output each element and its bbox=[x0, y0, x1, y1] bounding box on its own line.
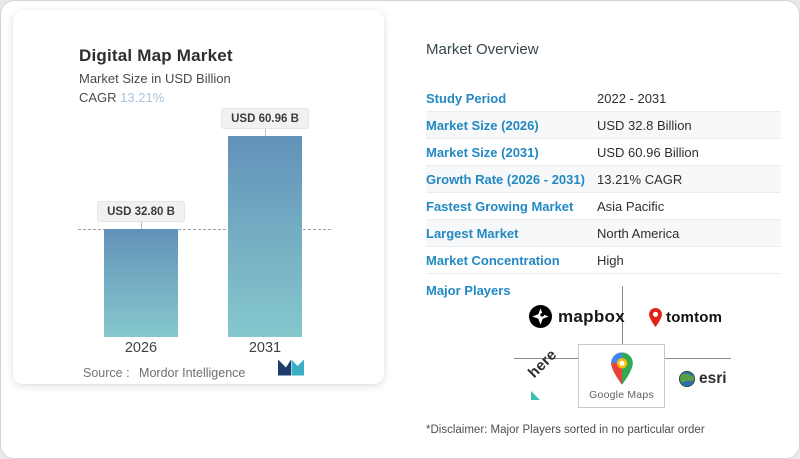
google-maps-label: Google Maps bbox=[589, 388, 654, 401]
row-value: USD 60.96 Billion bbox=[597, 144, 699, 160]
table-row: Study Period 2022 - 2031 bbox=[426, 85, 781, 112]
bar-2031 bbox=[228, 136, 302, 337]
here-wordmark: here bbox=[524, 346, 561, 382]
tomtom-pin-icon bbox=[649, 308, 662, 327]
market-chart-card: Digital Map Market Market Size in USD Bi… bbox=[13, 10, 384, 384]
google-maps-box: Google Maps bbox=[578, 344, 665, 408]
mapbox-logo: mapbox bbox=[529, 305, 625, 328]
mapbox-wordmark: mapbox bbox=[558, 306, 625, 326]
row-label: Largest Market bbox=[426, 225, 519, 241]
row-label: Fastest Growing Market bbox=[426, 198, 574, 214]
table-row: Market Size (2031) USD 60.96 Billion bbox=[426, 139, 781, 166]
cagr-label: CAGR bbox=[79, 90, 117, 105]
esri-logo: esri bbox=[679, 370, 727, 388]
bar-2026 bbox=[104, 229, 178, 337]
row-label: Market Size (2026) bbox=[426, 117, 539, 133]
esri-globe-icon bbox=[679, 371, 695, 387]
tomtom-logo: tomtom bbox=[649, 308, 722, 327]
row-value: Asia Pacific bbox=[597, 198, 665, 214]
bar-label-connector bbox=[141, 222, 142, 229]
row-label: Market Size (2031) bbox=[426, 144, 539, 160]
players-vertical-divider bbox=[622, 286, 623, 344]
overview-title: Market Overview bbox=[426, 41, 539, 58]
row-value: High bbox=[597, 252, 624, 268]
table-row: Largest Market North America bbox=[426, 220, 781, 247]
table-row: Market Size (2026) USD 32.8 Billion bbox=[426, 112, 781, 139]
google-maps-pin-icon bbox=[610, 352, 633, 384]
row-value: North America bbox=[597, 225, 680, 241]
table-row: Fastest Growing Market Asia Pacific bbox=[426, 193, 781, 220]
mordor-intelligence-logo-icon bbox=[278, 359, 304, 376]
disclaimer-text: *Disclaimer: Major Players sorted in no … bbox=[426, 424, 705, 436]
here-logo: here bbox=[525, 346, 581, 403]
table-row: Growth Rate (2026 - 2031) 13.21% CAGR bbox=[426, 166, 781, 193]
source-label: Source : bbox=[83, 366, 130, 380]
chart-subtitle: Market Size in USD Billion bbox=[79, 71, 231, 86]
reference-dashed-line bbox=[78, 229, 331, 230]
overview-table: Study Period 2022 - 2031 Market Size (20… bbox=[426, 85, 781, 274]
mapbox-icon bbox=[529, 305, 552, 328]
row-value: USD 32.8 Billion bbox=[597, 117, 692, 133]
esri-wordmark: esri bbox=[699, 370, 727, 387]
source-value: Mordor Intelligence bbox=[139, 366, 246, 380]
chart-title: Digital Map Market bbox=[79, 46, 233, 65]
x-tick-2026: 2026 bbox=[124, 340, 158, 356]
cagr-value: 13.21% bbox=[120, 90, 165, 105]
chart-header: Digital Map Market Market Size in USD Bi… bbox=[79, 46, 233, 105]
table-row: Market Concentration High bbox=[426, 247, 781, 274]
row-label: Market Concentration bbox=[426, 252, 560, 268]
major-players-label: Major Players bbox=[426, 283, 511, 298]
row-value: 2022 - 2031 bbox=[597, 90, 667, 106]
bar-value-badge: USD 60.96 B bbox=[221, 108, 309, 129]
bar-label-connector bbox=[265, 129, 266, 136]
bar-value-badge: USD 32.80 B bbox=[97, 201, 185, 222]
row-label: Growth Rate (2026 - 2031) bbox=[426, 171, 585, 187]
row-value: 13.21% CAGR bbox=[597, 171, 683, 187]
x-tick-2031: 2031 bbox=[248, 340, 282, 356]
here-triangle-icon bbox=[531, 391, 540, 400]
tomtom-wordmark: tomtom bbox=[666, 309, 723, 326]
chart-cagr: CAGR 13.21% bbox=[79, 90, 233, 105]
source-row: Source : Mordor Intelligence bbox=[83, 366, 245, 380]
row-label: Study Period bbox=[426, 90, 507, 106]
